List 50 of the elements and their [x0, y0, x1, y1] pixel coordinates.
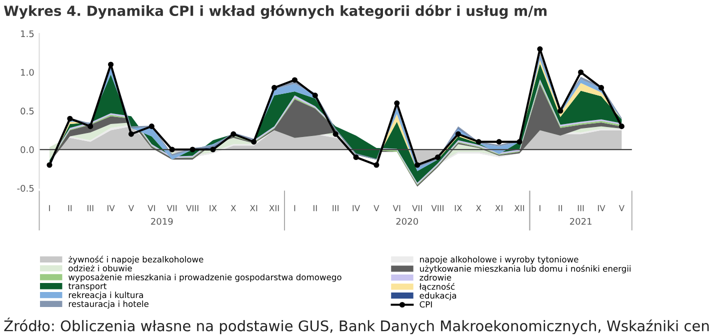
x-tick-label: II — [68, 205, 72, 212]
x-tick-label: VI — [148, 205, 155, 212]
x-tick-label: III — [578, 205, 584, 212]
x-tick-label: V — [128, 205, 134, 212]
legend-label: żywność i napoje bezalkoholowe — [68, 256, 204, 264]
x-tick-label: V — [618, 205, 624, 212]
x-tick-label: XI — [495, 205, 502, 212]
text: Źródło: Obliczenia własne na podstawie GUS, Bank Danych Makroekonomicznych, Wskaźniki cen — [4, 318, 709, 334]
x-tick-label: I — [294, 205, 296, 212]
x-tick-label: IX — [454, 205, 462, 212]
x-tick-label: III — [332, 205, 338, 212]
x-tick-label: VII — [412, 205, 422, 212]
x-tick-label: IV — [598, 205, 606, 212]
y-tick-label: 0.5 — [20, 108, 34, 114]
x-tick-label: IX — [210, 205, 217, 212]
y-tick-label: 0.0 — [20, 146, 34, 154]
y-tick-label: 1.5 — [21, 30, 34, 38]
x-tick-label: XII — [269, 205, 279, 212]
y-tick-label: -0.5 — [17, 184, 34, 192]
x-tick-label: II — [314, 205, 317, 212]
legend-label: wyposażenie mieszkania i prowadzenie gospodarstwa domowego — [68, 274, 342, 282]
x-tick-label: VIII — [431, 205, 444, 212]
x-tick-label: II — [558, 205, 562, 212]
x-tick-label: III — [87, 205, 94, 212]
legend-label: restauracja i hotele — [68, 300, 148, 309]
legend-label: napoje alkoholowe i wyroby tytoniowe — [420, 256, 578, 264]
x-tick-label: VII — [166, 205, 177, 212]
x-tick-label: XII — [514, 205, 524, 212]
legend-label: transport — [68, 283, 107, 291]
legend-label: użytkowanie mieszkania lub domu i nośniki energii — [420, 264, 630, 274]
x-tick-label: X — [230, 205, 236, 212]
legend-label: odzież i obuwie — [68, 264, 132, 272]
x-tick-label: X — [476, 205, 482, 212]
legend-label: rekreacja i kultura — [68, 292, 143, 300]
x-tick-label: XI — [250, 205, 258, 212]
chart-title: Wykres 4. Dynamika CPI i wkład głównych kategorii dóbr i usług m/m — [4, 4, 547, 19]
x-tick-label: VIII — [186, 205, 198, 212]
x-tick-label: V — [374, 205, 380, 212]
text: 2020 — [396, 218, 418, 225]
x-tick-label: VI — [392, 205, 400, 212]
text: 2021 — [570, 218, 592, 225]
x-tick-label: IV — [352, 205, 360, 212]
x-tick-label: IV — [108, 205, 115, 212]
x-tick-label: I — [49, 205, 50, 212]
y-tick-label: 1.0 — [21, 68, 34, 76]
legend-label: edukacja — [420, 292, 456, 300]
legend-label: zdrowie — [420, 274, 452, 281]
text: 2019 — [151, 218, 173, 225]
legend-label: łączność — [419, 282, 455, 292]
legend-label: CPI — [420, 301, 432, 308]
